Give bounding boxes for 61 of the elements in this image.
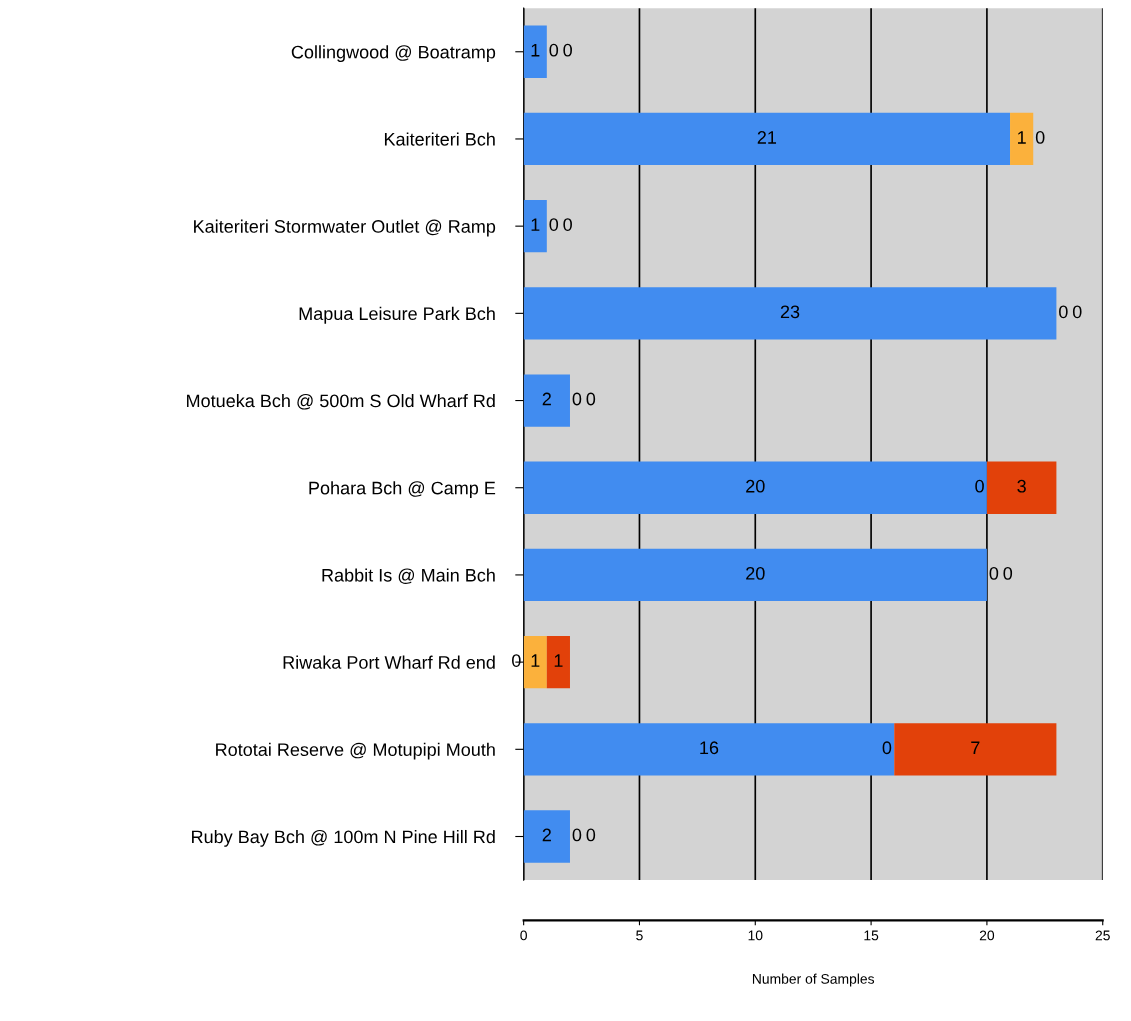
y-tick-label: Kaiteriteri Stormwater Outlet @ Ramp	[194, 219, 496, 237]
data-label: 0	[512, 654, 521, 667]
y-tick-label: Rototai Reserve @ Motupipi Mouth	[216, 742, 495, 760]
data-label: 0	[572, 828, 582, 842]
y-tick-label: Riwaka Port Wharf Rd end	[283, 655, 495, 669]
bar	[1010, 112, 1034, 166]
x-tick-label: 5	[636, 930, 643, 941]
x-tick-label: 0	[520, 930, 527, 941]
annotation: 0	[882, 741, 892, 755]
bar	[523, 635, 547, 689]
data-label: 1	[531, 218, 540, 231]
x-tick-label: 20	[979, 930, 995, 941]
data-label: 0	[563, 218, 572, 231]
data-label: 21	[757, 131, 777, 144]
data-label: 0	[563, 43, 572, 57]
bar	[894, 723, 1057, 776]
data-label: 20	[746, 479, 765, 493]
bar	[523, 723, 895, 776]
y-tick-label: Motueka Bch @ 500m S Old Wharf Rd	[187, 394, 495, 410]
bar	[523, 548, 987, 602]
data-label: 0	[586, 828, 596, 842]
bar	[523, 199, 547, 253]
data-label: 0	[549, 218, 559, 231]
y-tick-label: Collingwood @ Boatramp	[291, 45, 496, 63]
data-label: 3	[1017, 479, 1026, 493]
y-tick-label: Ruby Bay Bch @ 100m N Pine Hill Rd	[192, 829, 495, 847]
data-label: 1	[531, 44, 540, 57]
data-label: 0	[1035, 131, 1045, 144]
bar	[523, 374, 570, 427]
data-label: 0	[586, 392, 596, 406]
bar	[523, 112, 1011, 166]
data-label: 0	[1003, 566, 1013, 580]
data-label: 1	[531, 654, 540, 667]
data-label: 0	[1059, 305, 1068, 319]
data-label: 7	[971, 741, 980, 754]
y-tick-label: Pohara Bch @ Camp E	[309, 481, 496, 499]
data-label: 16	[700, 741, 719, 755]
bar	[523, 461, 987, 514]
data-label: 0	[1072, 305, 1082, 319]
y-tick-label: Rabbit Is @ Main Bch	[322, 568, 495, 584]
data-label: 23	[780, 305, 800, 319]
data-label: 2	[542, 392, 551, 406]
bar	[523, 287, 1057, 340]
bar	[523, 25, 547, 78]
bar	[986, 461, 1057, 514]
y-tick-label: Kaiteriteri Bch	[384, 132, 495, 146]
data-label: 1	[1018, 131, 1026, 144]
bar	[523, 810, 570, 863]
data-label: 20	[746, 566, 765, 580]
x-axis-title: Number of Samples	[752, 973, 875, 987]
data-label: 0	[989, 566, 999, 580]
x-tick-label: 25	[1095, 930, 1110, 941]
bar	[546, 635, 570, 689]
x-tick-label: 10	[748, 930, 763, 941]
data-label: 0	[572, 392, 582, 406]
data-label: 1	[554, 654, 563, 667]
data-label: 2	[542, 828, 551, 842]
x-tick-label: 15	[864, 930, 879, 941]
annotation: 0	[975, 479, 984, 493]
data-label: 0	[549, 43, 559, 57]
y-tick-label: Mapua Leisure Park Bch	[299, 306, 495, 324]
